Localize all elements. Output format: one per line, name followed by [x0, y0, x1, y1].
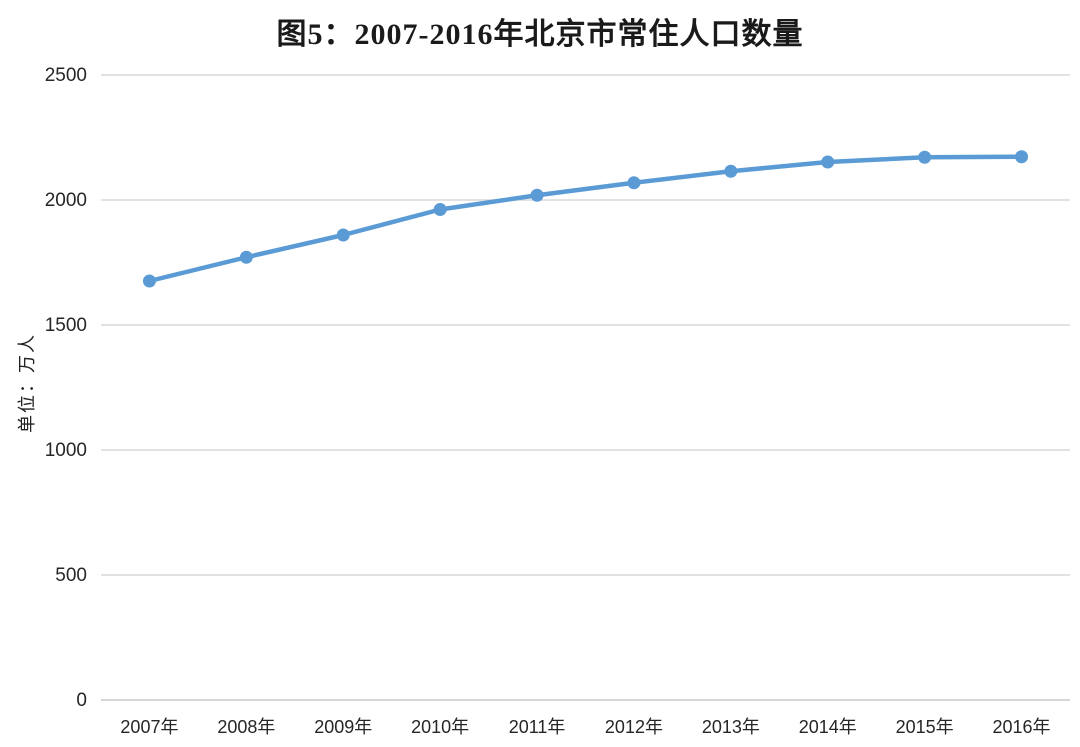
y-tick-label: 1500	[45, 315, 87, 336]
data-point-2007年	[142, 274, 156, 288]
data-point-2015年	[918, 150, 932, 164]
x-tick-label: 2011年	[509, 717, 566, 737]
data-point-2014年	[821, 155, 835, 169]
data-point-2008年	[239, 250, 253, 264]
data-point-2010年	[433, 203, 447, 216]
y-tick-label: 2000	[45, 190, 87, 211]
x-tick-label: 2010年	[411, 717, 469, 737]
x-tick-label: 2009年	[314, 717, 372, 737]
x-tick-label: 2016年	[993, 717, 1051, 737]
x-tick-label: 2012年	[605, 717, 663, 737]
y-tick-label: 500	[55, 565, 87, 586]
chart-title: 图5：2007-2016年北京市常住人口数量	[276, 18, 804, 51]
x-tick-label: 2015年	[896, 717, 954, 737]
data-point-2012年	[627, 176, 641, 190]
data-point-2011年	[530, 188, 544, 202]
data-point-2013年	[724, 164, 738, 178]
y-tick-label: 2500	[45, 65, 87, 86]
y-tick-label: 1000	[45, 440, 87, 461]
x-tick-label: 2013年	[702, 717, 760, 737]
data-point-2016年	[1015, 150, 1029, 164]
x-tick-label: 2007年	[120, 717, 178, 737]
x-tick-label: 2014年	[799, 717, 857, 737]
y-tick-label: 0	[76, 690, 87, 711]
data-point-2009年	[336, 228, 350, 242]
population-line	[147, 154, 1024, 284]
x-tick-label: 2008年	[217, 717, 275, 737]
